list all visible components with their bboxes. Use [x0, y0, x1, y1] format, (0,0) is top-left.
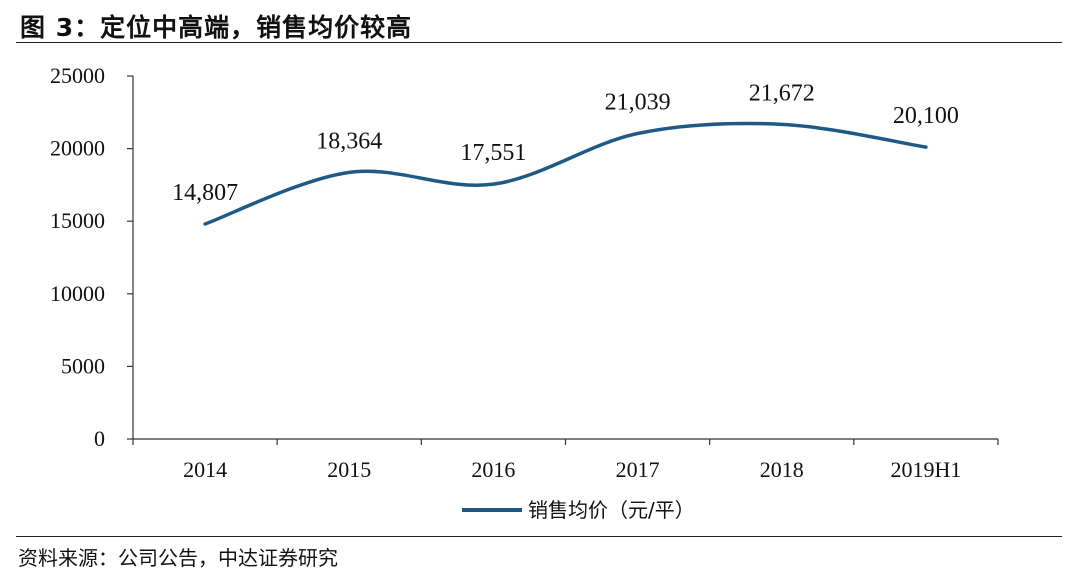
chart-axes	[132, 76, 998, 440]
series-line	[203, 121, 928, 226]
data-label: 18,364	[316, 128, 382, 154]
y-tick-label: 5000	[61, 353, 105, 378]
data-label: 20,100	[893, 103, 959, 129]
source-note: 资料来源：公司公告，中达证券研究	[18, 546, 338, 570]
x-tick-label: 2017	[616, 457, 660, 482]
data-label: 21,672	[749, 80, 815, 106]
y-tick-label: 20000	[50, 136, 105, 161]
y-tick-label: 15000	[50, 208, 105, 233]
legend: 销售均价（元/平）	[462, 498, 695, 522]
data-label: 14,807	[172, 180, 238, 206]
x-tick-label: 2014	[183, 457, 227, 482]
x-tick-label: 2019H1	[890, 457, 961, 482]
y-tick-label: 0	[94, 426, 105, 451]
x-tick-label: 2018	[760, 457, 804, 482]
x-tick-label: 2015	[327, 457, 371, 482]
data-label: 17,551	[460, 140, 526, 166]
y-tick-label: 25000	[50, 63, 105, 88]
data-labels: 14,807 18,364 17,551 21,039 21,672 20,100	[172, 80, 959, 206]
x-axis-ticks: 2014 2015 2016 2017 2018 2019H1	[132, 439, 999, 482]
legend-label: 销售均价（元/平）	[528, 498, 695, 522]
x-tick-label: 2016	[471, 457, 515, 482]
source-rule	[16, 536, 1062, 537]
figure-title: 图 3：定位中高端，销售均价较高	[20, 13, 413, 42]
y-tick-label: 10000	[50, 281, 105, 306]
data-label: 21,039	[605, 90, 671, 116]
y-axis-ticks: 0 5000 10000 15000 20000 25000	[50, 63, 133, 451]
title-rule	[16, 42, 1062, 43]
